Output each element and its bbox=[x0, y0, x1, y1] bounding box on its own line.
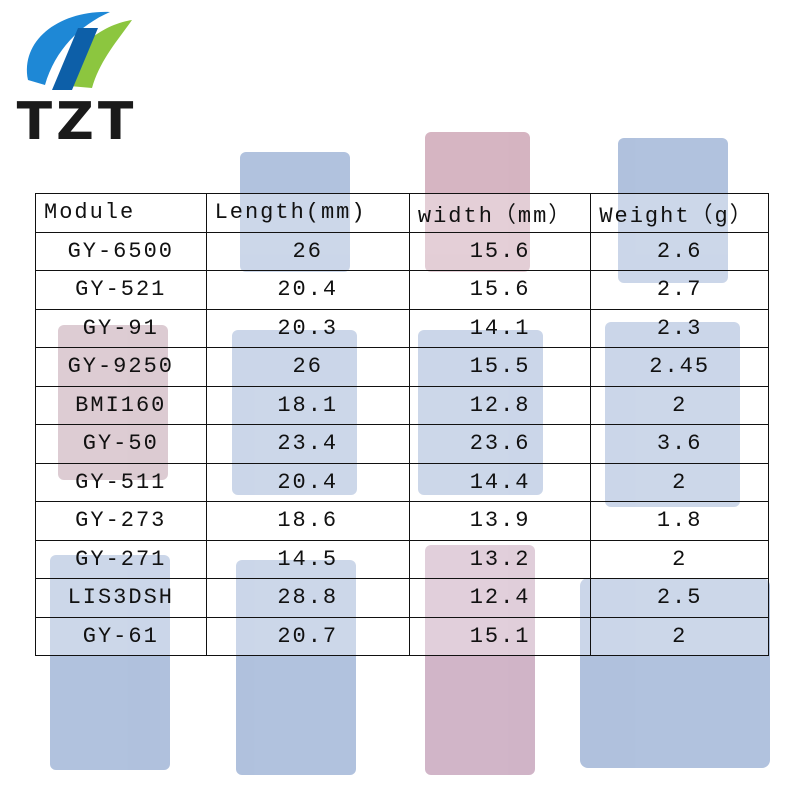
column-header: width（mm） bbox=[408, 193, 592, 233]
spec-table: Module Length(mm) width（mm） Weight（g） GY-650… bbox=[35, 193, 769, 656]
column-header: Weight（g） bbox=[590, 193, 769, 233]
value-cell: 14.4 bbox=[408, 462, 592, 502]
value-cell: 2 bbox=[590, 539, 769, 579]
value-cell: 18.1 bbox=[205, 385, 410, 425]
value-cell: 13.9 bbox=[408, 501, 592, 541]
table-row: GY-6500 26 15.6 2.6 bbox=[35, 231, 769, 271]
value-cell: 15.6 bbox=[408, 231, 592, 271]
table-row: GY-91 20.3 14.1 2.3 bbox=[35, 308, 769, 348]
value-cell: 2.5 bbox=[590, 578, 769, 618]
value-cell: 2.6 bbox=[590, 231, 769, 271]
value-cell: 14.1 bbox=[408, 308, 592, 348]
value-cell: 26 bbox=[205, 231, 410, 271]
value-cell: 20.3 bbox=[205, 308, 410, 348]
value-cell: 23.4 bbox=[205, 424, 410, 464]
value-cell: 15.1 bbox=[408, 616, 592, 656]
module-cell: GY-9250 bbox=[35, 347, 207, 387]
module-cell: GY-91 bbox=[35, 308, 207, 348]
table-row: GY-511 20.4 14.4 2 bbox=[35, 462, 769, 502]
table-row: GY-273 18.6 13.9 1.8 bbox=[35, 501, 769, 541]
table-row: GY-521 20.4 15.6 2.7 bbox=[35, 270, 769, 310]
table-row: LIS3DSH 28.8 12.4 2.5 bbox=[35, 578, 769, 618]
module-cell: GY-511 bbox=[35, 462, 207, 502]
header-row: Module Length(mm) width（mm） Weight（g） bbox=[35, 193, 769, 233]
column-header: Length(mm) bbox=[205, 193, 410, 233]
module-cell: GY-61 bbox=[35, 616, 207, 656]
value-cell: 20.7 bbox=[205, 616, 410, 656]
value-cell: 23.6 bbox=[408, 424, 592, 464]
value-cell: 2 bbox=[590, 616, 769, 656]
value-cell: 1.8 bbox=[590, 501, 769, 541]
value-cell: 13.2 bbox=[408, 539, 592, 579]
value-cell: 14.5 bbox=[205, 539, 410, 579]
value-cell: 12.8 bbox=[408, 385, 592, 425]
value-cell: 2 bbox=[590, 462, 769, 502]
module-cell: GY-6500 bbox=[35, 231, 207, 271]
logo-text: TZT bbox=[16, 92, 138, 152]
table-row: GY-50 23.4 23.6 3.6 bbox=[35, 424, 769, 464]
module-cell: GY-521 bbox=[35, 270, 207, 310]
value-cell: 2 bbox=[590, 385, 769, 425]
module-cell: LIS3DSH bbox=[35, 578, 207, 618]
table-row: GY-271 14.5 13.2 2 bbox=[35, 539, 769, 579]
value-cell: 15.5 bbox=[408, 347, 592, 387]
value-cell: 18.6 bbox=[205, 501, 410, 541]
value-cell: 20.4 bbox=[205, 462, 410, 502]
value-cell: 2.45 bbox=[590, 347, 769, 387]
value-cell: 26 bbox=[205, 347, 410, 387]
column-header: Module bbox=[35, 193, 207, 233]
table-row: BMI160 18.1 12.8 2 bbox=[35, 385, 769, 425]
value-cell: 12.4 bbox=[408, 578, 592, 618]
value-cell: 28.8 bbox=[205, 578, 410, 618]
table-row: GY-9250 26 15.5 2.45 bbox=[35, 347, 769, 387]
module-cell: GY-50 bbox=[35, 424, 207, 464]
module-cell: GY-271 bbox=[35, 539, 207, 579]
value-cell: 3.6 bbox=[590, 424, 769, 464]
value-cell: 20.4 bbox=[205, 270, 410, 310]
logo-mark bbox=[26, 11, 132, 90]
module-cell: BMI160 bbox=[35, 385, 207, 425]
value-cell: 2.3 bbox=[590, 308, 769, 348]
value-cell: 2.7 bbox=[590, 270, 769, 310]
module-cell: GY-273 bbox=[35, 501, 207, 541]
value-cell: 15.6 bbox=[408, 270, 592, 310]
table-row: GY-61 20.7 15.1 2 bbox=[35, 616, 769, 656]
